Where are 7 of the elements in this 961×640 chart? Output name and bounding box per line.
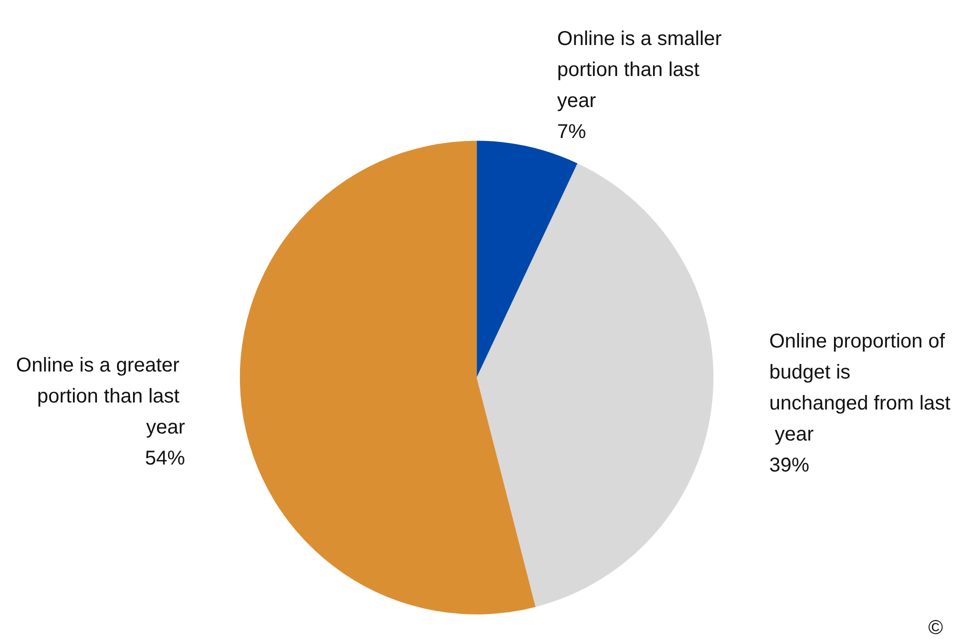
data-label: 39%: [769, 454, 810, 476]
data-label: 54%: [144, 447, 186, 470]
slice-label: Online proportion of budget is unchanged from last year: [769, 330, 951, 446]
text: ©: [928, 617, 944, 639]
slice-label: Online is a smaller portion than last year: [557, 28, 728, 112]
slice-label: Online is a greater portion than last year: [16, 354, 186, 438]
data-label: 7%: [557, 120, 586, 143]
